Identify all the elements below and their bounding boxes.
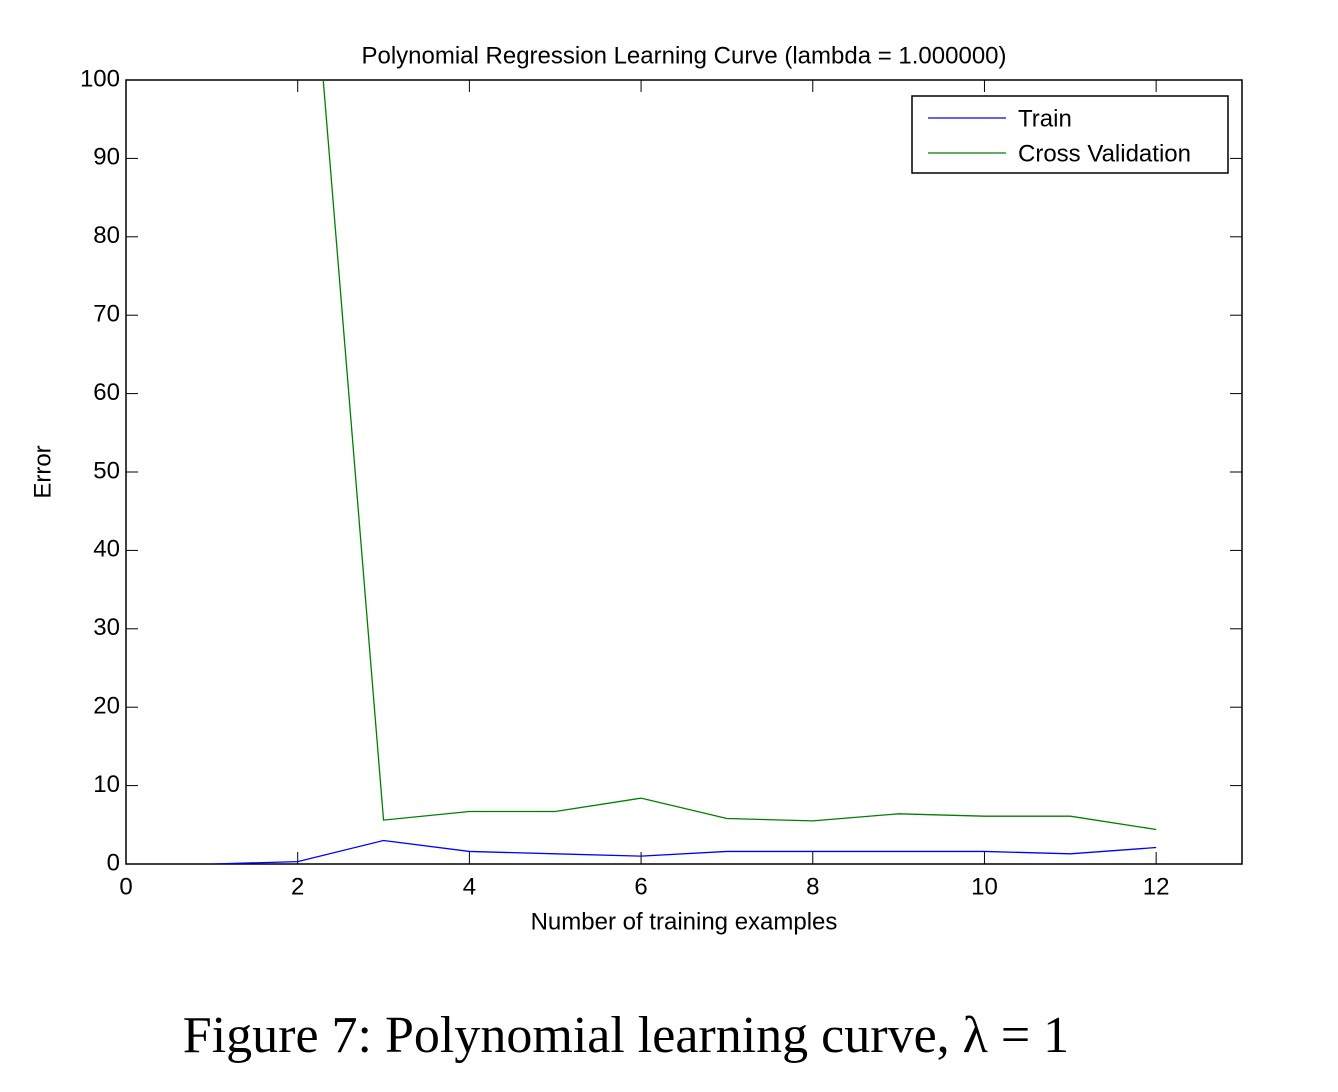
- y-tick-label: 80: [93, 222, 120, 249]
- x-tick-label: 12: [1143, 873, 1170, 900]
- y-tick-label: 100: [80, 65, 120, 92]
- series-line: [322, 80, 1157, 831]
- series-line: [211, 839, 1157, 864]
- plot-lines: [211, 80, 1157, 864]
- y-tick-label: 0: [107, 849, 120, 876]
- y-tick-label: 90: [93, 144, 120, 171]
- y-tick-label: 30: [93, 614, 120, 641]
- x-tick-label: 4: [463, 873, 476, 900]
- x-tick-label: 0: [119, 873, 132, 900]
- caption: Figure 7: Polynomial learning curve, λ =…: [183, 1007, 1069, 1064]
- legend-label: Cross Validation: [1018, 140, 1191, 167]
- y-tick-label: 20: [93, 693, 120, 720]
- y-tick-label: 10: [93, 771, 120, 798]
- legend-box: [911, 95, 1229, 174]
- x-tick-label: 8: [806, 873, 819, 900]
- x-axis-label: Number of training examples: [531, 908, 838, 935]
- y-tick-label: 50: [93, 457, 120, 484]
- plot-frame: [125, 79, 1243, 865]
- x-tick-label: 6: [634, 873, 647, 900]
- x-tick-label: 2: [291, 873, 304, 900]
- x-tick-label: 10: [971, 873, 998, 900]
- y-tick-label: 60: [93, 379, 120, 406]
- legend-label: Train: [1018, 105, 1072, 132]
- y-tick-label: 40: [93, 536, 120, 563]
- chart-title: Polynomial Regression Learning Curve (la…: [361, 42, 1006, 69]
- y-tick-label: 70: [93, 301, 120, 328]
- y-axis-label: Error: [29, 445, 56, 498]
